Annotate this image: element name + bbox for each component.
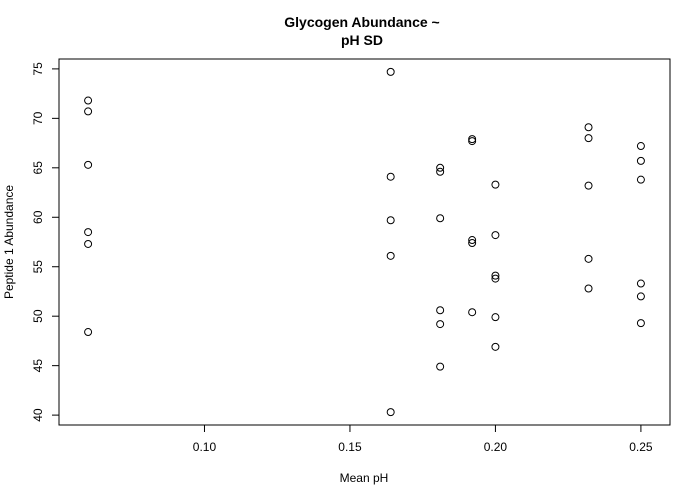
- y-axis: 40 45 50 55 60 65 70 75: [31, 62, 60, 422]
- scatter-point: [468, 236, 477, 245]
- scatter-point: [584, 254, 593, 263]
- x-tick-label: 0.20: [484, 440, 508, 454]
- y-tick-label: 70: [31, 111, 45, 125]
- data-points: [84, 67, 645, 417]
- scatter-point: [436, 167, 445, 176]
- scatter-point: [386, 172, 395, 181]
- scatter-point: [436, 320, 445, 329]
- scatter-point: [436, 306, 445, 315]
- scatter-point: [84, 96, 93, 105]
- scatter-point: [491, 274, 500, 283]
- y-axis-label: Peptide 1 Abundance: [2, 185, 16, 299]
- scatter-point: [468, 135, 477, 144]
- scatter-point: [636, 175, 645, 184]
- scatter-point: [468, 308, 477, 317]
- y-tick-label: 75: [31, 62, 45, 76]
- y-tick-label: 60: [31, 210, 45, 224]
- scatter-point: [386, 216, 395, 225]
- chart-title-line-1: Glycogen Abundance ~: [284, 14, 439, 30]
- scatter-point: [636, 292, 645, 301]
- scatter-point: [491, 271, 500, 280]
- x-tick-label: 0.25: [629, 440, 653, 454]
- scatter-point: [491, 180, 500, 189]
- scatter-point: [386, 67, 395, 76]
- scatter-point: [491, 231, 500, 240]
- y-tick-label: 40: [31, 408, 45, 422]
- scatter-point: [84, 328, 93, 337]
- scatter-point: [84, 107, 93, 116]
- scatter-point: [636, 156, 645, 165]
- y-tick-label: 45: [31, 359, 45, 373]
- scatter-point: [386, 408, 395, 417]
- scatter-point: [468, 238, 477, 247]
- scatter-point: [584, 284, 593, 293]
- scatter-point: [84, 160, 93, 169]
- scatter-point: [84, 239, 93, 248]
- scatter-point: [436, 163, 445, 172]
- y-tick-label: 55: [31, 260, 45, 274]
- plot-border: [58, 58, 671, 426]
- scatter-point: [436, 362, 445, 371]
- x-axis: 0.10 0.15 0.20 0.25: [193, 424, 653, 454]
- chart-title-line-2: pH SD: [341, 32, 383, 48]
- scatter-point: [491, 313, 500, 322]
- y-tick-label: 65: [31, 161, 45, 175]
- scatter-point: [84, 228, 93, 237]
- x-tick-label: 0.10: [193, 440, 217, 454]
- x-axis-label: Mean pH: [340, 471, 389, 485]
- scatter-point: [584, 181, 593, 190]
- x-tick-label: 0.15: [338, 440, 362, 454]
- scatter-point: [491, 342, 500, 351]
- scatter-point: [636, 142, 645, 151]
- scatter-point: [436, 214, 445, 223]
- scatter-point: [584, 134, 593, 143]
- scatter-point: [636, 279, 645, 288]
- y-tick-label: 50: [31, 309, 45, 323]
- scatter-point: [468, 137, 477, 146]
- scatter-point: [636, 319, 645, 328]
- scatter-point: [584, 123, 593, 132]
- scatter-point: [386, 251, 395, 260]
